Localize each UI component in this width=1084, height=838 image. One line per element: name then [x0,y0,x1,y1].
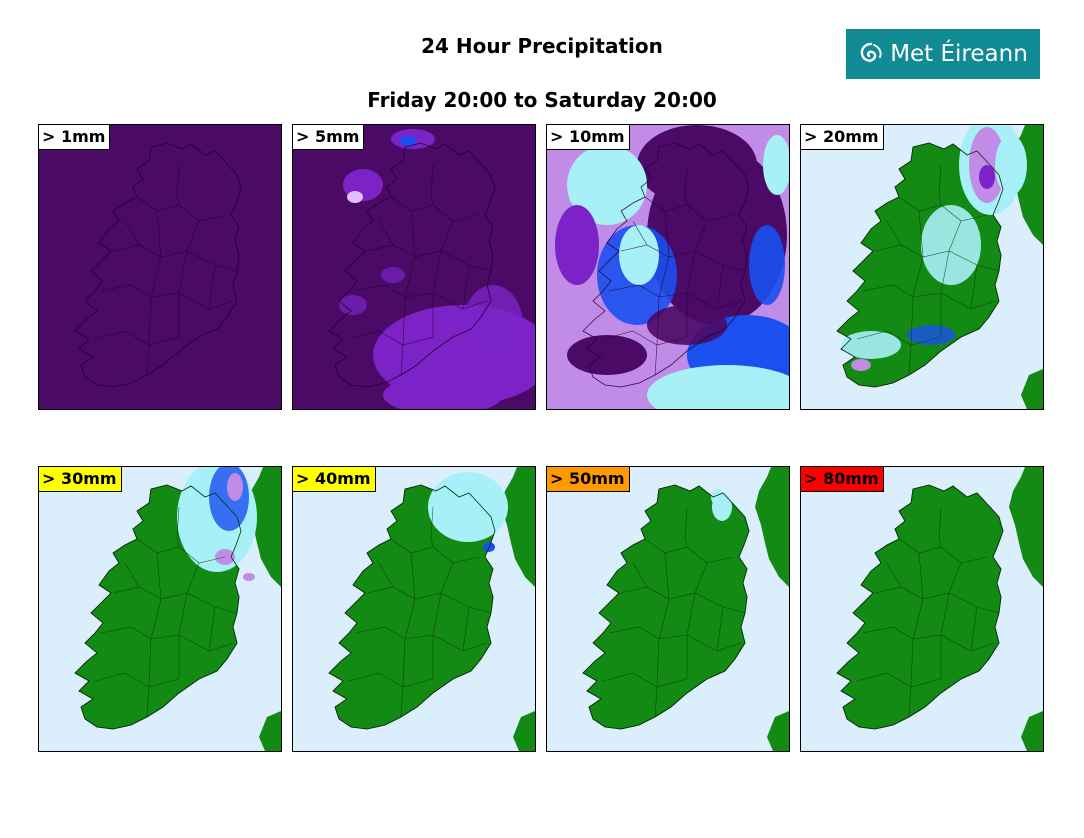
map-panel: > 10mm [546,124,790,410]
ireland-precip-map [801,125,1043,409]
ireland-precip-map [801,467,1043,751]
threshold-label: > 5mm [293,125,365,150]
logo-text: Met Éireann [890,41,1028,67]
map-panel: > 20mm [800,124,1044,410]
threshold-label: > 20mm [801,125,884,150]
ireland-precip-map [39,467,281,751]
threshold-label: > 10mm [547,125,630,150]
map-panel: > 80mm [800,466,1044,752]
ireland-precip-map [39,125,281,409]
map-panel: > 40mm [292,466,536,752]
map-panel: > 50mm [546,466,790,752]
chart-subtitle: Friday 20:00 to Saturday 20:00 [367,88,717,112]
threshold-label: > 1mm [39,125,111,150]
chart-title: 24 Hour Precipitation [421,34,663,58]
ireland-precip-map [293,467,535,751]
ireland-precip-map [547,125,789,409]
swirl-icon [860,42,882,62]
ireland-precip-map [293,125,535,409]
threshold-label: > 40mm [293,467,376,492]
map-panel: > 30mm [38,466,282,752]
threshold-label: > 50mm [547,467,630,492]
threshold-label: > 30mm [39,467,122,492]
ireland-precip-map [547,467,789,751]
met-eireann-logo: Met Éireann [846,29,1040,79]
map-panel: > 1mm [38,124,282,410]
threshold-label: > 80mm [801,467,884,492]
map-panel: > 5mm [292,124,536,410]
